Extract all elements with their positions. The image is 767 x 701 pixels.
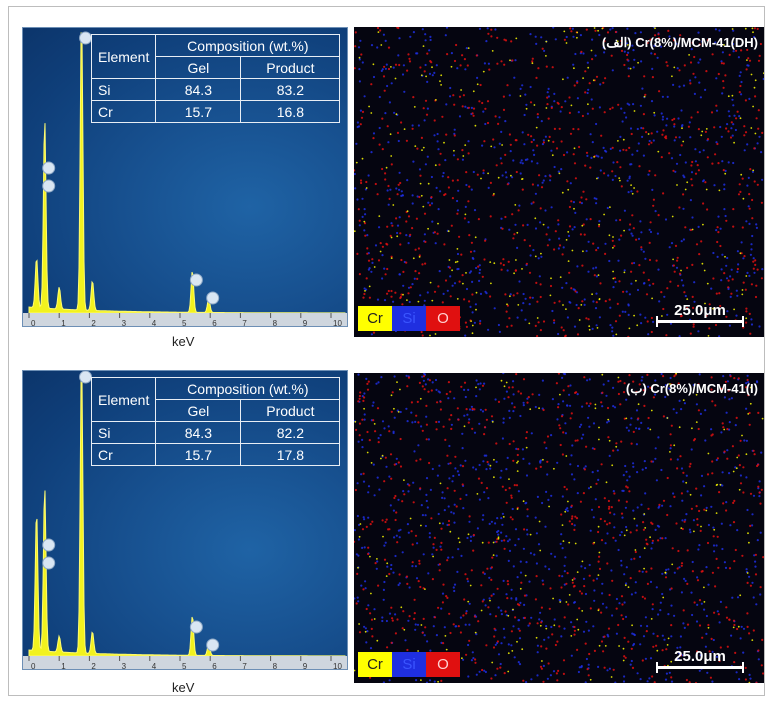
x-axis-strip <box>23 313 347 326</box>
axis-tick-label: 8 <box>273 319 278 327</box>
elemental-map-1: (الف) Cr(8%)/MCM-41(DH) Cr Si O 25.0μm <box>354 27 764 337</box>
cell-product: 16.8 <box>240 100 341 123</box>
legend-cr: Cr <box>358 306 392 331</box>
cell-gel: 15.7 <box>155 100 242 123</box>
axis-tick-label: 0 <box>31 662 36 670</box>
peak-marker-icon <box>189 273 203 287</box>
x-axis-label-2: keV <box>172 680 195 695</box>
map-title-2: (ب) Cr(8%)/MCM-41(I) <box>625 381 758 396</box>
scale-bar-line <box>656 316 744 327</box>
axis-tick-label: 2 <box>91 319 96 327</box>
axis-tick-label: 7 <box>242 662 247 670</box>
x-axis-strip <box>23 656 347 669</box>
scale-bar-line <box>656 662 744 673</box>
cell-gel: 84.3 <box>155 78 242 101</box>
cell-gel: 84.3 <box>155 421 242 444</box>
scale-label: 25.0μm <box>674 648 726 665</box>
peak-marker-icon <box>42 538 56 552</box>
peak-marker-icon <box>189 620 203 634</box>
product-header: Product <box>240 56 341 79</box>
axis-tick-label: 1 <box>61 319 66 327</box>
table-row: Cr 15.7 16.8 <box>90 100 341 123</box>
axis-tick-label: 6 <box>212 319 217 327</box>
composition-header: Composition (wt.%) <box>155 34 341 57</box>
map-legend-2: Cr Si O <box>358 652 460 677</box>
peak-marker-icon <box>42 161 56 175</box>
product-header: Product <box>240 399 341 422</box>
scale-bar-2: 25.0μm <box>656 648 744 673</box>
gel-header: Gel <box>155 56 242 79</box>
peak-marker-icon <box>206 291 220 305</box>
axis-tick-label: 0 <box>31 319 36 327</box>
axis-tick-label: 1 <box>61 662 66 670</box>
peak-marker-icon <box>42 179 56 193</box>
legend-o: O <box>426 652 460 677</box>
axis-tick-label: 2 <box>91 662 96 670</box>
axis-tick-label: 3 <box>122 319 127 327</box>
element-dot-field <box>354 27 764 337</box>
axis-tick-label: 9 <box>303 662 308 670</box>
cell-element: Cr <box>90 100 157 123</box>
axis-tick-label: 10 <box>333 319 342 327</box>
peak-marker-icon <box>79 371 93 384</box>
cell-product: 17.8 <box>240 443 341 466</box>
legend-si: Si <box>392 306 426 331</box>
cell-element: Cr <box>90 443 157 466</box>
x-axis-label-1: keV <box>172 334 195 349</box>
gel-header: Gel <box>155 399 242 422</box>
axis-tick-label: 8 <box>273 662 278 670</box>
spectrum-curve <box>28 32 346 314</box>
axis-tick-label: 6 <box>212 662 217 670</box>
legend-si: Si <box>392 652 426 677</box>
peak-marker-icon <box>206 638 220 652</box>
element-header: Element <box>90 34 157 79</box>
axis-tick-label: 7 <box>242 319 247 327</box>
element-header: Element <box>90 377 157 422</box>
table-row: Si 84.3 83.2 <box>90 78 341 101</box>
cell-element: Si <box>90 78 157 101</box>
composition-header: Composition (wt.%) <box>155 377 341 400</box>
map-title-1: (الف) Cr(8%)/MCM-41(DH) <box>601 35 758 50</box>
elemental-map-2: (ب) Cr(8%)/MCM-41(I) Cr Si O 25.0μm <box>354 373 764 683</box>
axis-tick-label: 3 <box>122 662 127 670</box>
composition-table-2: Element Composition (wt.%) Gel Product S… <box>90 377 341 466</box>
map-legend-1: Cr Si O <box>358 306 460 331</box>
scale-bar-1: 25.0μm <box>656 302 744 327</box>
cell-element: Si <box>90 421 157 444</box>
table-row: Cr 15.7 17.8 <box>90 443 341 466</box>
cell-gel: 15.7 <box>155 443 242 466</box>
element-dot-field <box>354 373 764 683</box>
legend-cr: Cr <box>358 652 392 677</box>
axis-tick-label: 4 <box>152 662 157 670</box>
table-row: Si 84.3 82.2 <box>90 421 341 444</box>
eds-spectrum-panel-2: 0 1 2 3 4 5 6 7 8 9 10 Element Composition (wt.%) … <box>22 370 348 670</box>
axis-tick-label: 9 <box>303 319 308 327</box>
axis-tick-label: 4 <box>152 319 157 327</box>
peak-marker-icon <box>79 31 93 45</box>
cell-product: 82.2 <box>240 421 341 444</box>
figure-frame <box>8 6 765 696</box>
peak-marker-icon <box>42 556 56 570</box>
eds-spectrum-panel-1: 0 1 2 3 4 5 6 7 8 9 10 Element Composition (wt.%) … <box>22 27 348 327</box>
legend-o: O <box>426 306 460 331</box>
cell-product: 83.2 <box>240 78 341 101</box>
axis-tick-label: 10 <box>333 662 342 670</box>
axis-tick-label: 5 <box>182 319 187 327</box>
scale-label: 25.0μm <box>674 302 726 319</box>
axis-tick-label: 5 <box>182 662 187 670</box>
composition-table-1: Element Composition (wt.%) Gel Product S… <box>90 34 341 123</box>
